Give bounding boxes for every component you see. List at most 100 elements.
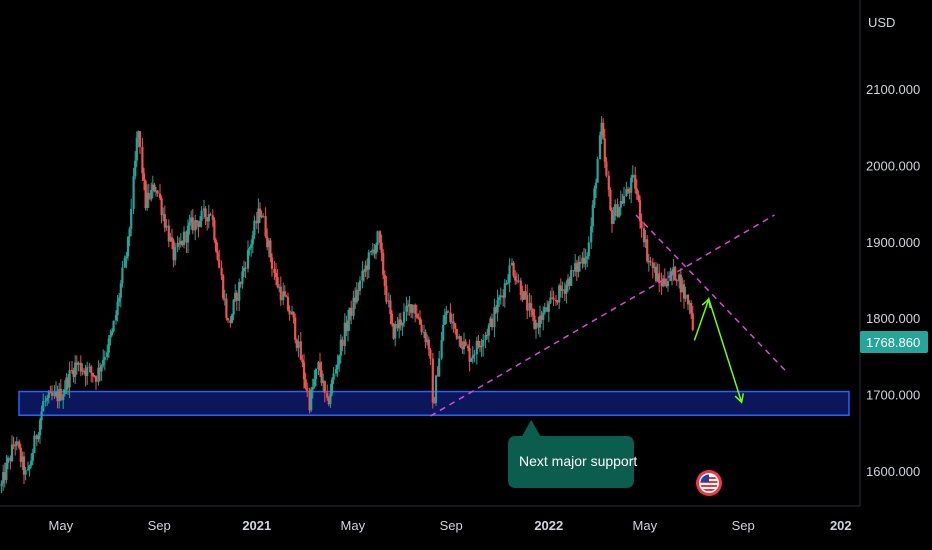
candle-body (38, 420, 42, 436)
candle-body (348, 307, 351, 321)
candle-body (408, 304, 411, 307)
candle (79, 355, 82, 377)
candle-body (546, 307, 549, 312)
candle-body (450, 321, 454, 323)
candle-body (352, 297, 355, 316)
candle (190, 210, 193, 230)
candle (66, 374, 70, 395)
candle-body (691, 313, 694, 330)
candle (586, 252, 589, 268)
candle-body (480, 346, 483, 348)
candle-body (394, 323, 397, 339)
candle-body (477, 340, 480, 346)
candle-body (574, 263, 577, 272)
candle (561, 281, 564, 298)
candle (482, 334, 485, 357)
candle-body (578, 261, 582, 264)
candle (445, 306, 448, 324)
candle-body (112, 320, 115, 332)
candle-body (151, 184, 154, 191)
candle (537, 316, 540, 335)
candle (251, 230, 254, 254)
candle-body (35, 435, 38, 440)
candle-body (285, 296, 288, 298)
candle-body (531, 308, 534, 316)
candle (255, 211, 258, 230)
candle-body (498, 297, 501, 300)
candle (338, 354, 341, 372)
candle (218, 249, 221, 269)
candle-body (54, 391, 58, 393)
candle-body (132, 176, 135, 209)
candle-body (380, 242, 383, 253)
candle (3, 462, 6, 488)
candle (452, 313, 455, 333)
candle-body (109, 335, 112, 339)
candle (323, 380, 326, 403)
candle (178, 237, 181, 250)
time-axis[interactable]: May Sep 2021 May Sep 2022 May Sep 202 (49, 518, 852, 533)
y-tick-label: 2100.000 (866, 82, 920, 97)
candle-body (251, 235, 254, 245)
candle (631, 165, 634, 183)
candle-body (390, 314, 394, 324)
candle-body (218, 259, 221, 268)
candle (433, 396, 436, 404)
candle-body (110, 331, 114, 336)
candle (86, 361, 89, 385)
candle-body (631, 174, 634, 178)
candle (5, 455, 8, 484)
candle (223, 289, 226, 306)
candle (63, 380, 66, 397)
candle (114, 310, 118, 325)
candle-body (37, 435, 40, 440)
candle-body (521, 295, 524, 300)
candle-body (619, 201, 622, 208)
candle-body (591, 204, 594, 227)
candle-body (387, 300, 390, 302)
candle (302, 353, 306, 389)
candle-body (370, 250, 373, 253)
candle (28, 464, 31, 477)
candle (475, 336, 478, 365)
candle-body (510, 262, 514, 266)
candle (644, 230, 647, 249)
candle (200, 205, 203, 228)
candle (524, 284, 527, 300)
candle-body (248, 248, 251, 250)
price-axis[interactable]: 2100.000 2000.000 1900.000 1800.000 1700.000… (866, 82, 920, 479)
candle (285, 294, 288, 298)
candle (470, 357, 473, 363)
candle-body (549, 297, 552, 304)
candle (327, 396, 330, 407)
candle (38, 418, 42, 444)
candle-body (68, 370, 71, 388)
candle (630, 174, 633, 204)
candle-body (188, 222, 191, 226)
candle-body (270, 257, 274, 269)
candle (618, 206, 621, 219)
candle (15, 436, 18, 451)
candle-body (434, 375, 438, 403)
candle (653, 262, 656, 273)
us-flag-icon[interactable] (696, 470, 722, 496)
candle-body (22, 456, 26, 475)
candle (330, 377, 334, 397)
candle (42, 393, 45, 412)
candle-body (647, 260, 650, 262)
candle (686, 294, 690, 311)
candle (380, 234, 383, 262)
candle-body (499, 295, 502, 298)
candle-body (362, 270, 366, 272)
candle-body (502, 295, 505, 298)
candle (619, 190, 622, 216)
candle (609, 187, 612, 212)
candle-body (66, 377, 70, 388)
candle-body (436, 375, 439, 377)
candle (163, 205, 166, 233)
candle (637, 190, 640, 203)
candle-body (389, 300, 392, 315)
candle-body (350, 307, 353, 316)
candle-body (202, 208, 206, 211)
